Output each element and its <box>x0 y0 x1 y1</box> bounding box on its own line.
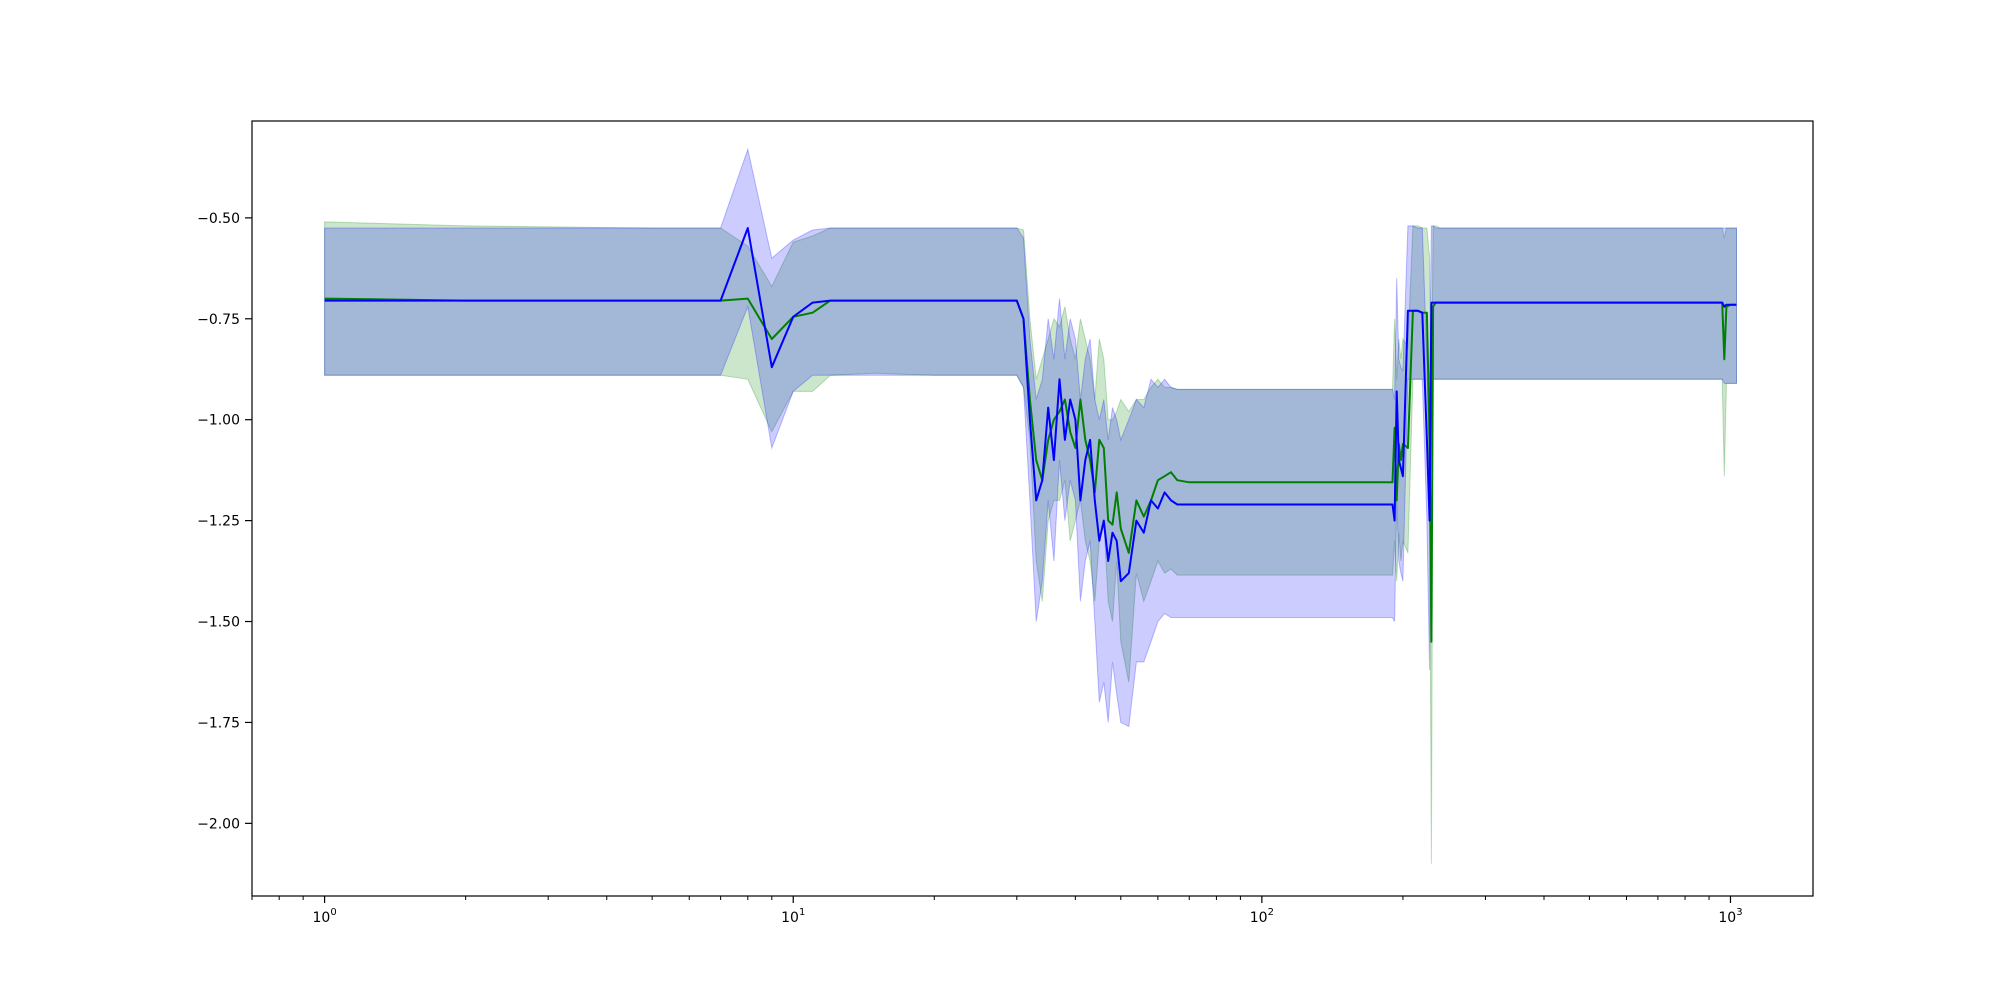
plot-frame <box>251 120 1814 897</box>
y-tick-label: −0.50 <box>197 211 240 227</box>
y-tick-label: −1.50 <box>197 615 240 631</box>
y-axis: −0.50 −0.75 −1.00 −1.25 −1.50 −1.75 −2.00 <box>197 211 252 832</box>
x-tick-label: 102 <box>1250 907 1274 926</box>
y-tick-label: −1.75 <box>197 715 240 731</box>
x-axis: 100 101 102 103 <box>251 896 1743 926</box>
y-tick-label: −1.00 <box>197 413 240 429</box>
y-tick-label: −2.00 <box>197 816 240 832</box>
x-tick-label: 103 <box>1718 907 1742 926</box>
y-tick-label: −0.75 <box>197 312 240 328</box>
x-tick-label: 101 <box>781 907 805 926</box>
x-tick-label: 100 <box>312 907 336 926</box>
series-1-band <box>324 221 1737 864</box>
series-2-line <box>324 227 1737 583</box>
y-tick-label: −1.25 <box>197 514 240 530</box>
series-lines <box>324 227 1737 643</box>
